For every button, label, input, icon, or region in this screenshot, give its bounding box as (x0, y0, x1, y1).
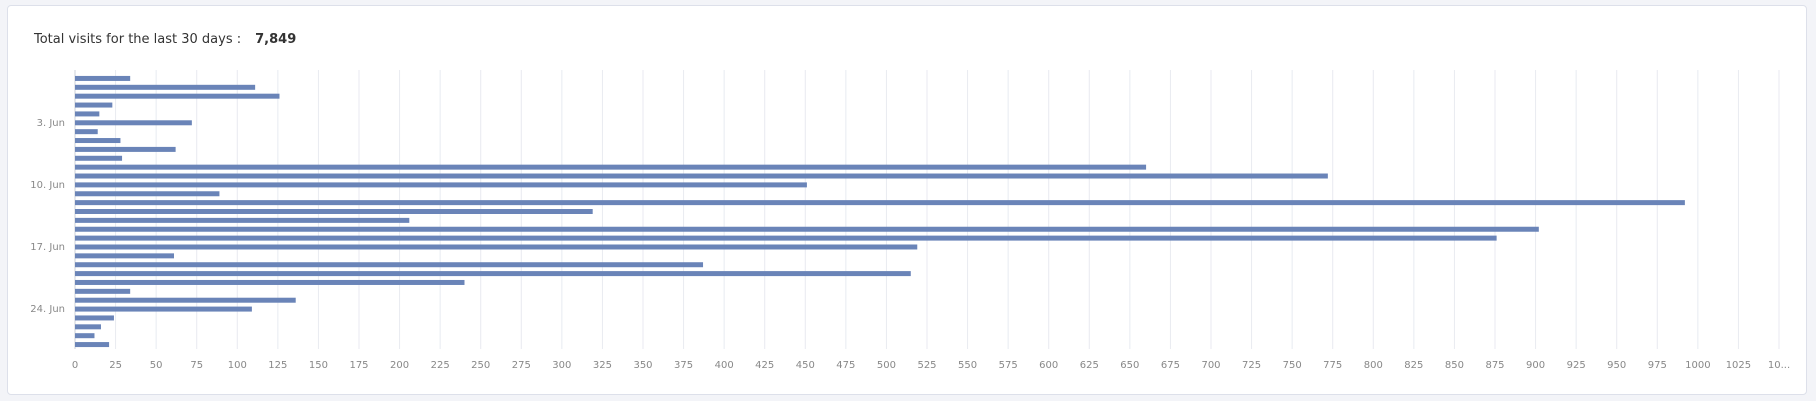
bar (75, 244, 918, 250)
x-tick-label: 800 (1364, 360, 1383, 371)
x-tick-label: 875 (1485, 360, 1504, 371)
bar (75, 306, 252, 312)
x-tick-label: 650 (1120, 360, 1139, 371)
x-tick-label: 975 (1648, 360, 1667, 371)
bar (75, 191, 220, 197)
x-tick-label: 50 (150, 360, 163, 371)
x-tick-label: 175 (349, 360, 368, 371)
x-tick-label: 700 (1201, 360, 1220, 371)
bar (75, 226, 1539, 232)
bar (75, 279, 465, 285)
bar (75, 146, 176, 152)
y-tick-label: 3. Jun (37, 118, 65, 129)
bar (75, 93, 280, 99)
x-tick-label: 825 (1404, 360, 1423, 371)
x-tick-label: 725 (1242, 360, 1261, 371)
y-tick-label: 24. Jun (30, 304, 65, 315)
x-tick-label: 125 (268, 360, 287, 371)
x-tick-label: 575 (999, 360, 1018, 371)
x-tick-label: 1025 (1726, 360, 1751, 371)
x-tick-label: 425 (755, 360, 774, 371)
x-tick-label: 75 (190, 360, 203, 371)
total-visits: 7,849 (255, 32, 297, 47)
x-tick-label: 300 (552, 360, 571, 371)
bar (75, 271, 911, 277)
x-tick-label: 750 (1283, 360, 1302, 371)
x-tick-label: 625 (1080, 360, 1099, 371)
x-tick-label: 100 (228, 360, 247, 371)
header: Total visits for the last 30 days : 7,849 (34, 32, 296, 47)
x-tick-label: 400 (715, 360, 734, 371)
x-tick-label: 525 (917, 360, 936, 371)
bar (75, 182, 807, 188)
x-tick-label: 850 (1445, 360, 1464, 371)
bar (75, 235, 1497, 241)
bar (75, 84, 256, 90)
x-tick-label: 600 (1039, 360, 1058, 371)
x-tick-label: 950 (1607, 360, 1626, 371)
bar (75, 262, 704, 268)
x-tick-label: 375 (674, 360, 693, 371)
x-tick-label: 900 (1526, 360, 1545, 371)
x-tick-label: 500 (877, 360, 896, 371)
x-tick-label: 325 (593, 360, 612, 371)
bar (75, 75, 131, 81)
bar (75, 102, 113, 108)
bar (75, 288, 131, 294)
bar (75, 209, 593, 214)
bar (75, 297, 296, 303)
x-tick-label: 675 (1161, 360, 1180, 371)
bar (75, 342, 110, 348)
card: Total visits for the last 30 days : 7,849 (7, 5, 1807, 395)
x-tick-label: 25 (109, 360, 122, 371)
x-tick-label: 475 (836, 360, 855, 371)
bar (75, 324, 101, 330)
x-tick-label: 150 (309, 360, 328, 371)
bar (75, 173, 1328, 179)
x-tick-label: 450 (796, 360, 815, 371)
x-tick-label: 225 (431, 360, 450, 371)
x-tick-label: 350 (633, 360, 652, 371)
x-tick-label: 550 (958, 360, 977, 371)
x-tick-label: 275 (512, 360, 531, 371)
bar (75, 155, 123, 161)
bar (75, 315, 114, 321)
bar (75, 253, 174, 259)
bar (75, 217, 410, 223)
bar (75, 200, 1685, 206)
x-tick-label: 1000 (1685, 360, 1710, 371)
bar (75, 138, 121, 144)
x-tick-label: 925 (1567, 360, 1586, 371)
x-tick-label: 250 (471, 360, 490, 371)
y-tick-label: 10. Jun (30, 180, 65, 191)
x-tick-label: 10... (1768, 360, 1790, 371)
x-tick-label: 775 (1323, 360, 1342, 371)
bar (75, 333, 95, 339)
bar (75, 111, 100, 117)
title: Total visits for the last 30 days : (34, 32, 242, 47)
bar (75, 164, 1147, 170)
bar (75, 129, 98, 135)
x-tick-label: 200 (390, 360, 409, 371)
y-tick-label: 17. Jun (30, 242, 65, 253)
bar (75, 120, 192, 126)
x-tick-label: 0 (72, 360, 78, 371)
